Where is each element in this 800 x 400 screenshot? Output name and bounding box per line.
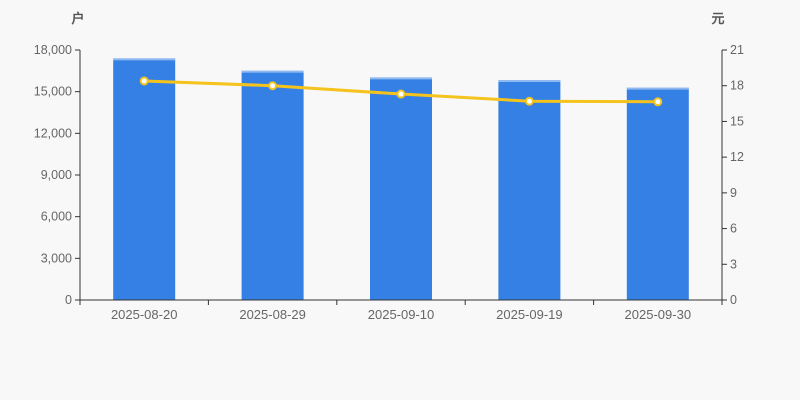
left-axis-tick-label: 9,000 bbox=[41, 168, 72, 182]
shareholder-bar bbox=[241, 70, 304, 300]
price-point bbox=[139, 76, 149, 86]
right-axis-tick-label: 18 bbox=[730, 79, 744, 93]
x-axis-label: 2025-09-30 bbox=[625, 307, 692, 322]
left-axis-tick-label: 18,000 bbox=[34, 43, 72, 57]
shareholder-bar bbox=[498, 80, 561, 300]
x-axis-label: 2025-08-29 bbox=[239, 307, 306, 322]
x-axis-label: 2025-09-10 bbox=[368, 307, 435, 322]
right-axis-tick-label: 21 bbox=[730, 43, 744, 57]
left-axis-tick-label: 0 bbox=[65, 293, 72, 307]
right-axis-tick-label: 12 bbox=[730, 150, 744, 164]
price-point bbox=[653, 97, 663, 107]
shareholder-bar bbox=[626, 87, 689, 300]
right-axis-tick-label: 15 bbox=[730, 114, 744, 128]
bar-top-highlight bbox=[241, 70, 304, 73]
shareholder-bar bbox=[370, 77, 432, 300]
bar-top-highlight bbox=[113, 58, 176, 61]
right-axis-name: 元 bbox=[711, 11, 724, 26]
left-axis-name: 户 bbox=[71, 11, 84, 26]
left-axis-tick-label: 12,000 bbox=[34, 126, 72, 140]
right-axis-tick-label: 9 bbox=[730, 186, 737, 200]
bar-top-highlight bbox=[370, 77, 432, 80]
price-point bbox=[524, 96, 534, 106]
right-axis-tick-label: 6 bbox=[730, 222, 737, 236]
x-axis-label: 2025-08-20 bbox=[111, 307, 178, 322]
right-axis-tick-label: 0 bbox=[730, 293, 737, 307]
price-point bbox=[396, 89, 406, 99]
shareholder-bar bbox=[113, 58, 176, 301]
left-axis-tick-label: 15,000 bbox=[34, 85, 72, 99]
bar-top-highlight bbox=[498, 80, 561, 82]
bar-top-highlight bbox=[626, 87, 689, 90]
left-axis-tick-label: 3,000 bbox=[41, 251, 72, 265]
left-axis-tick-label: 6,000 bbox=[41, 210, 72, 224]
right-axis-tick-label: 3 bbox=[730, 257, 737, 271]
price-point bbox=[268, 81, 278, 91]
x-axis-label: 2025-09-19 bbox=[496, 307, 563, 322]
